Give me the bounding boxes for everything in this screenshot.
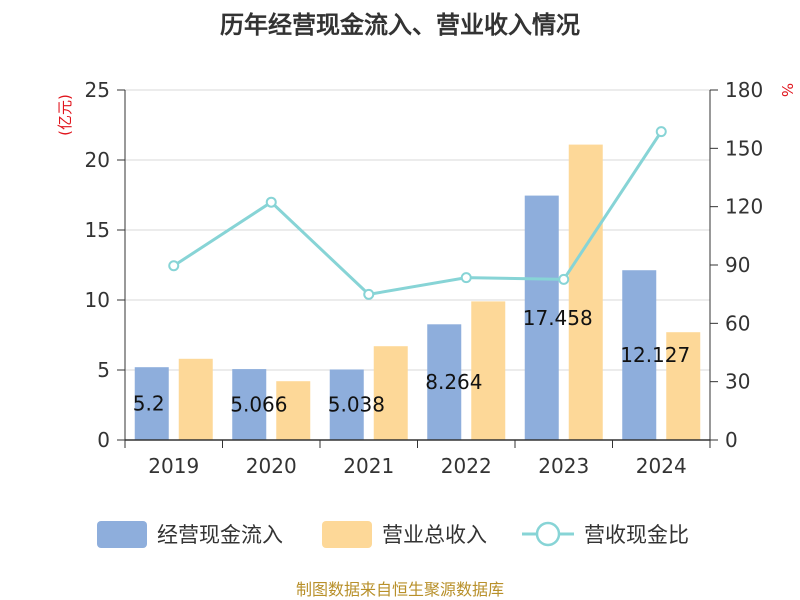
- y-left-tick-label: 5: [97, 358, 110, 382]
- x-tick-label-2024: 2024: [636, 454, 687, 478]
- legend-swatch-ratio-marker: [535, 521, 561, 547]
- legend-swatch-cash-inflow: [97, 521, 147, 548]
- bars: [134, 144, 701, 440]
- bar-cash-inflow-2023: [524, 195, 559, 440]
- y-right-tick-label: 180: [725, 78, 763, 102]
- y-left-tick-label: 10: [85, 288, 110, 312]
- ratio-point-2021: [363, 288, 375, 300]
- bar-cash-inflow-2020: [232, 369, 267, 440]
- legend-label-revenue: 营业总收入: [382, 523, 487, 547]
- x-tick-label-2021: 2021: [343, 454, 394, 478]
- y-right-tick-label: 150: [725, 136, 763, 160]
- ratio-point-2024: [655, 126, 667, 138]
- y-left-unit: (亿元): [56, 94, 74, 136]
- bar-cash-inflow-2021: [329, 369, 364, 440]
- x-tick-label-2020: 2020: [246, 454, 297, 478]
- y-left-tick-label: 25: [85, 78, 110, 102]
- chart-title: 历年经营现金流入、营业收入情况: [220, 11, 580, 39]
- legend-label-cash-inflow: 经营现金流入: [157, 523, 283, 547]
- bar-cash-inflow-2024: [622, 270, 657, 440]
- data-label-cash-inflow: 17.458: [523, 306, 593, 330]
- bar-revenue-2020: [276, 381, 311, 440]
- ratio-point-2022: [460, 272, 472, 284]
- bar-revenue-2024: [666, 332, 701, 440]
- data-labels: 5.2 5.066 5.038 8.264 17.458 12.127: [133, 306, 690, 417]
- y-right-tick-label: 90: [725, 253, 750, 277]
- bar-revenue-2019: [178, 358, 213, 440]
- y-left-tick-label: 0: [97, 428, 110, 452]
- ratio-point-2023: [558, 273, 570, 285]
- y-left-tick-label: 20: [85, 148, 110, 172]
- data-label-cash-inflow: 12.127: [620, 343, 690, 367]
- y-right-unit: %: [778, 83, 796, 97]
- ratio-line-path: [172, 130, 663, 296]
- x-tick-label-2023: 2023: [538, 454, 589, 478]
- legend-swatch-revenue: [322, 521, 372, 548]
- ratio-point-2019: [168, 260, 180, 272]
- data-label-cash-inflow: 5.066: [230, 393, 287, 417]
- y-left-tick-label: 15: [85, 218, 110, 242]
- ratio-line: [168, 126, 667, 300]
- ratio-point-2020: [265, 196, 277, 208]
- data-label-cash-inflow: 5.2: [133, 392, 165, 416]
- bar-revenue-2021: [373, 346, 408, 440]
- bar-revenue-2023: [568, 144, 603, 440]
- x-tick-label-2022: 2022: [441, 454, 492, 478]
- x-tick-label-2019: 2019: [148, 454, 199, 478]
- data-label-cash-inflow: 5.038: [328, 393, 385, 417]
- y-right-tick-label: 0: [725, 428, 738, 452]
- legend: 经营现金流入 营业总收入 营收现金比: [97, 521, 689, 548]
- data-label-cash-inflow: 8.264: [425, 370, 482, 394]
- bar-cash-inflow-2022: [427, 324, 462, 440]
- axes: 0 5 10 15 20 25 0 30 60 90 120 150 180 2019 2020 2021 20…: [85, 78, 764, 478]
- legend-label-ratio: 营收现金比: [584, 523, 689, 547]
- y-right-tick-label: 30: [725, 370, 750, 394]
- y-right-tick-label: 120: [725, 195, 763, 219]
- source-note: 制图数据来自恒生聚源数据库: [296, 580, 504, 599]
- y-right-tick-label: 60: [725, 311, 750, 335]
- bar-cash-inflow-2019: [134, 367, 169, 440]
- bar-revenue-2022: [471, 301, 506, 440]
